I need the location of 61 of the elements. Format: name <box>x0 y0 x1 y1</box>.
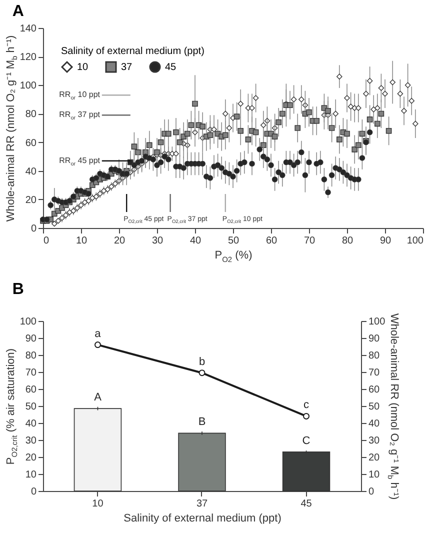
annotation: C <box>302 434 310 447</box>
y2-tick-label: 90 <box>368 334 380 344</box>
y-tick-label: 120 <box>20 52 37 64</box>
x-axis-title: P$_{O2}$ (%) <box>214 250 252 264</box>
x-tick-label: 60 <box>266 236 278 246</box>
y-tick-label: 100 <box>20 80 37 92</box>
annotation: b <box>198 356 206 368</box>
y-tick-label: 30 <box>25 436 37 446</box>
x-tick-label: 70 <box>304 236 316 246</box>
chart-title: B <box>12 280 24 298</box>
ref-line-label: RR$_{or}$ 37 ppt <box>59 110 101 122</box>
y-tick-label: 0 <box>30 224 37 234</box>
ref-line-label: RR$_{or}$ 10 ppt <box>59 90 101 102</box>
x-tick-label: 10 <box>92 498 104 510</box>
legend-title: Salinity of external medium (ppt) <box>61 46 204 57</box>
x-tick-label: 50 <box>228 236 240 246</box>
annotation: B <box>198 416 206 428</box>
y-tick-label: 0 <box>30 486 37 498</box>
y-tick-label: 80 <box>25 109 37 120</box>
y2-tick-label: 100 <box>368 316 386 328</box>
y-tick-label: 40 <box>25 418 37 430</box>
x-tick-label: 90 <box>380 236 392 246</box>
y2-tick-label: 50 <box>368 402 380 412</box>
y-tick-label: 50 <box>25 402 37 412</box>
x-tick-label: 37 <box>196 498 208 510</box>
annotation: A <box>94 392 102 404</box>
legend-label: 45 <box>165 62 177 73</box>
x-axis-title: Salinity of external medium (ppt) <box>124 512 282 524</box>
y-tick-label: 60 <box>25 384 37 396</box>
x-tick-label: 20 <box>114 236 126 246</box>
y-tick-label: 90 <box>25 334 37 344</box>
y-tick-label: 10 <box>25 470 37 480</box>
y-tick-label: 80 <box>25 350 37 362</box>
annotation: a <box>94 328 102 340</box>
x-tick-label: 0 <box>44 236 50 246</box>
ref-line-label: RR$_{or}$ 45 ppt <box>59 156 101 168</box>
y2-tick-label: 60 <box>368 384 380 396</box>
y2-tick-label: 40 <box>368 418 380 430</box>
x-tick-label: 10 <box>76 236 88 246</box>
y2-tick-label: 30 <box>368 436 380 446</box>
x-tick-label: 100 <box>406 236 424 246</box>
y2-tick-label: 0 <box>368 486 374 498</box>
y2-tick-label: 10 <box>368 470 380 480</box>
y2-tick-label: 80 <box>368 350 380 362</box>
legend-label: 37 <box>121 62 133 73</box>
x-tick-label: 40 <box>190 236 202 246</box>
legend-label: 10 <box>77 62 89 73</box>
y-tick-label: 60 <box>25 138 37 149</box>
x-tick-label: 80 <box>342 236 354 246</box>
y-tick-label: 20 <box>25 452 37 464</box>
y-tick-label: 40 <box>25 166 37 178</box>
y2-tick-label: 70 <box>368 368 380 378</box>
y-tick-label: 140 <box>20 24 37 34</box>
y-tick-label: 70 <box>25 368 37 378</box>
chart-title: A <box>12 2 24 20</box>
y-tick-label: 20 <box>25 194 37 206</box>
y-tick-label: 100 <box>20 316 37 328</box>
x-tick-label: 45 <box>300 498 312 510</box>
annotation: c <box>304 399 310 412</box>
y2-tick-label: 20 <box>368 452 380 464</box>
x-tick-label: 30 <box>152 236 164 246</box>
